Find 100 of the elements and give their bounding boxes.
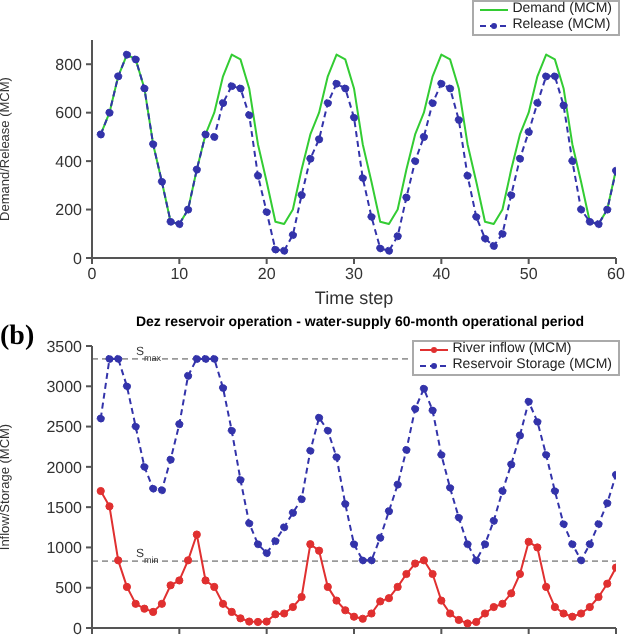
point — [253, 540, 263, 549]
point — [175, 420, 184, 429]
point — [114, 556, 123, 565]
point — [550, 602, 559, 612]
point — [603, 499, 612, 508]
point — [227, 81, 236, 91]
point — [236, 84, 245, 93]
point — [192, 530, 201, 539]
point — [603, 205, 612, 214]
point — [550, 486, 559, 496]
point — [367, 609, 376, 618]
point — [507, 589, 516, 598]
point — [306, 154, 315, 163]
x-tick-label: 20 — [257, 265, 277, 284]
point — [515, 569, 525, 579]
point — [149, 607, 158, 616]
x-tick-label: 30 — [345, 265, 364, 284]
point — [533, 98, 542, 108]
point — [96, 130, 105, 139]
point — [280, 609, 289, 618]
point — [393, 582, 402, 592]
point — [192, 165, 201, 174]
point — [227, 607, 236, 616]
point — [472, 617, 481, 627]
point — [323, 426, 332, 435]
point — [210, 582, 219, 592]
point — [384, 594, 394, 603]
point — [96, 486, 105, 496]
point — [594, 519, 603, 529]
point — [122, 382, 132, 391]
y-tick-label: 0 — [73, 249, 84, 268]
point — [428, 98, 437, 108]
point — [218, 383, 228, 392]
x-tick-label: 0 — [87, 265, 98, 284]
point — [498, 229, 507, 238]
point — [271, 245, 280, 254]
y-tick-label: 600 — [55, 104, 84, 123]
point — [454, 615, 463, 625]
point — [140, 462, 149, 471]
point — [288, 508, 297, 517]
point — [559, 519, 568, 529]
point — [297, 494, 306, 504]
point — [262, 548, 271, 558]
point — [245, 110, 254, 120]
point — [271, 610, 280, 619]
point — [445, 483, 455, 492]
point — [122, 50, 132, 59]
point — [419, 132, 428, 141]
point — [585, 540, 594, 549]
point — [131, 599, 140, 608]
point — [376, 597, 385, 606]
point — [175, 576, 184, 585]
point — [463, 171, 472, 180]
point — [358, 556, 367, 565]
point — [349, 113, 359, 122]
point — [166, 217, 175, 226]
text: (b) — [0, 322, 35, 354]
point — [463, 540, 472, 549]
point — [594, 219, 603, 229]
point — [542, 450, 551, 459]
point — [210, 132, 219, 141]
point — [419, 556, 428, 565]
point — [411, 404, 420, 413]
point — [384, 246, 394, 255]
point — [428, 406, 437, 415]
point — [323, 98, 332, 108]
point — [297, 592, 306, 602]
point — [559, 609, 568, 618]
point — [96, 414, 105, 423]
point — [376, 533, 385, 542]
point — [166, 455, 175, 464]
point — [367, 556, 376, 565]
point — [568, 612, 577, 621]
point — [480, 234, 490, 243]
point — [524, 127, 533, 137]
y-tick-label: 800 — [55, 55, 84, 74]
point — [393, 232, 402, 241]
point — [149, 140, 158, 149]
point — [183, 371, 193, 380]
point — [533, 417, 542, 426]
point — [288, 230, 297, 240]
point — [323, 582, 332, 592]
point — [131, 55, 140, 64]
point — [306, 540, 315, 549]
point — [376, 244, 385, 253]
x-tick-label: 40 — [432, 265, 452, 284]
point — [454, 513, 463, 522]
point — [131, 422, 140, 431]
y-tick-label: 3000 — [46, 377, 84, 396]
point — [227, 426, 236, 435]
point — [236, 614, 245, 623]
y-tick-label: 3500 — [46, 337, 84, 356]
point — [332, 79, 341, 88]
point — [314, 135, 324, 144]
point — [175, 219, 184, 229]
point — [114, 354, 123, 363]
point — [341, 84, 350, 93]
point — [218, 599, 228, 608]
point — [306, 446, 315, 455]
point — [533, 543, 542, 552]
